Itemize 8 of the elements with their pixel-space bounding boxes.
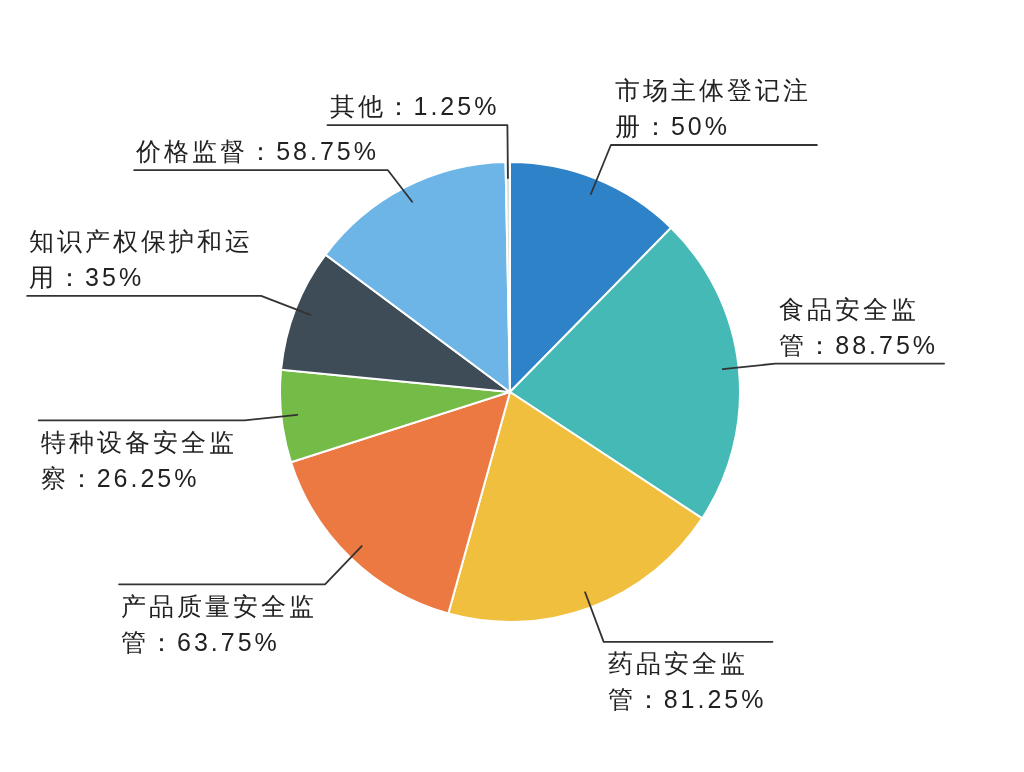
data-label: 药品安全监管：81.25% [607, 649, 767, 714]
data-label: 特种设备安全监察：26.25% [40, 427, 237, 492]
data-label: 市场主体登记注册：50% [614, 76, 811, 140]
data-label: 知识产权保护和运用：35% [29, 226, 254, 291]
data-label: 其他：1.25% [329, 92, 500, 121]
data-label: 食品安全监管：88.75% [779, 294, 939, 359]
data-label: 产品质量安全监管：63.75% [121, 591, 318, 656]
data-label: 价格监督：58.75% [136, 137, 379, 166]
